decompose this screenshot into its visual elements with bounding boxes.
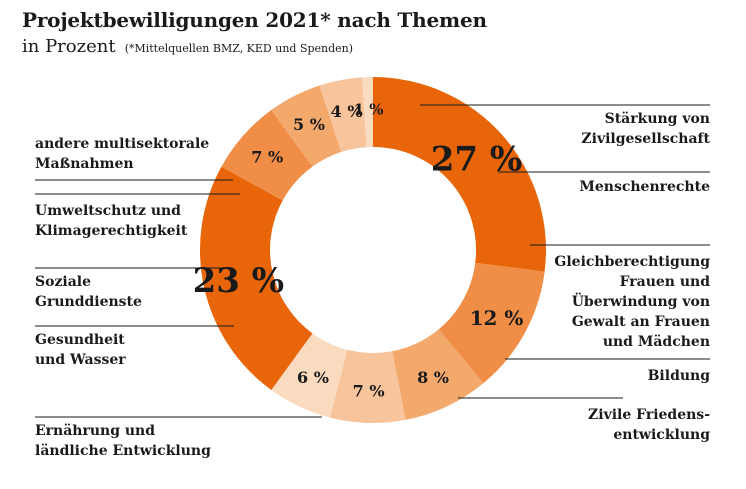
donut-slice <box>199 166 313 390</box>
slice-percentage: 4 % <box>331 102 363 121</box>
slice-label: Ernährung und ländliche Entwicklung <box>35 423 211 459</box>
chart-title: Projektbewilligungen 2021* nach Themen <box>22 8 487 32</box>
slice-percentage: 27 % <box>431 140 522 180</box>
slice-percentage: 7 % <box>353 382 385 401</box>
donut-slice <box>271 85 342 167</box>
subtitle-row: in Prozent (*Mittelquellen BMZ, KED und … <box>22 36 353 57</box>
slice-label: Menschenrechte <box>579 179 710 195</box>
source-note: (*Mittelquellen BMZ, KED und Spenden) <box>124 42 354 55</box>
donut-slice <box>373 77 547 272</box>
slice-label: Gleichberechtigung Frauen und Überwindung … <box>554 254 710 350</box>
chart-subtitle: in Prozent <box>22 36 116 57</box>
slice-label: andere multisektorale Maßnahmen <box>35 136 209 172</box>
donut-slice <box>329 349 406 423</box>
donut-slice <box>271 333 348 418</box>
slice-percentage: 7 % <box>251 147 283 166</box>
slice-label: Umweltschutz und Klimagerechtigkeit <box>35 203 188 239</box>
slice-percentage: 1 % <box>354 100 384 118</box>
slice-label: Gesundheit und Wasser <box>35 332 126 368</box>
donut-slice <box>221 110 313 201</box>
donut-slice <box>362 77 373 148</box>
slice-percentage: 6 % <box>297 368 329 387</box>
slice-label: Bildung <box>648 368 711 384</box>
slice-percentage: 12 % <box>470 306 524 330</box>
slice-percentage: 8 % <box>417 368 449 387</box>
slice-label: Stärkung von Zivilgesellschaft <box>581 111 710 147</box>
slice-percentage: 5 % <box>293 115 325 134</box>
slice-label: Soziale Grunddienste <box>35 274 142 310</box>
donut-slice <box>392 329 484 420</box>
donut-slice <box>319 77 367 153</box>
slice-label: Zivile Friedens-entwicklung <box>588 407 710 443</box>
slice-percentage: 23 % <box>193 261 284 301</box>
donut-slice <box>438 262 545 384</box>
